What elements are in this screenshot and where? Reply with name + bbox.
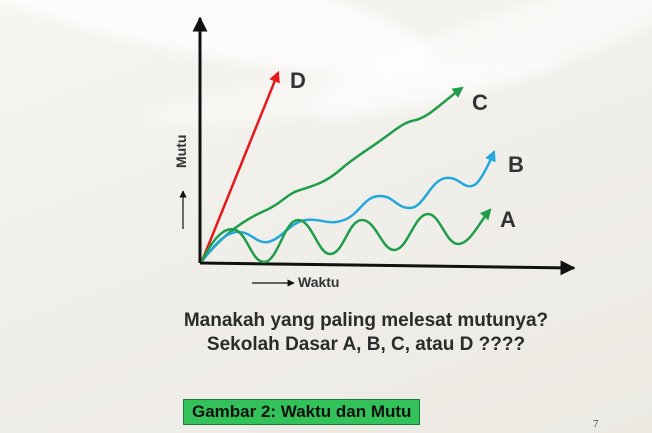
curve-a-label: A — [500, 207, 516, 232]
curve-a — [200, 208, 492, 264]
curve-d-label: D — [290, 68, 306, 93]
curve-c-label: C — [472, 90, 488, 115]
curve-d — [200, 70, 280, 262]
x-axis-label: Waktu — [298, 274, 339, 290]
question-line-2: Sekolah Dasar A, B, C, atau D ???? — [206, 334, 526, 355]
y-axis-label: Mutu — [173, 135, 189, 168]
question-line-1: Manakah yang paling melesat mutunya? — [183, 310, 549, 331]
figure-caption: Gambar 2: Waktu dan Mutu — [183, 399, 421, 425]
x-axis — [199, 260, 576, 276]
page-number: 7 — [593, 418, 599, 430]
curve-c — [201, 86, 464, 262]
curve-b-label: B — [508, 152, 524, 177]
curve-b — [201, 149, 496, 262]
